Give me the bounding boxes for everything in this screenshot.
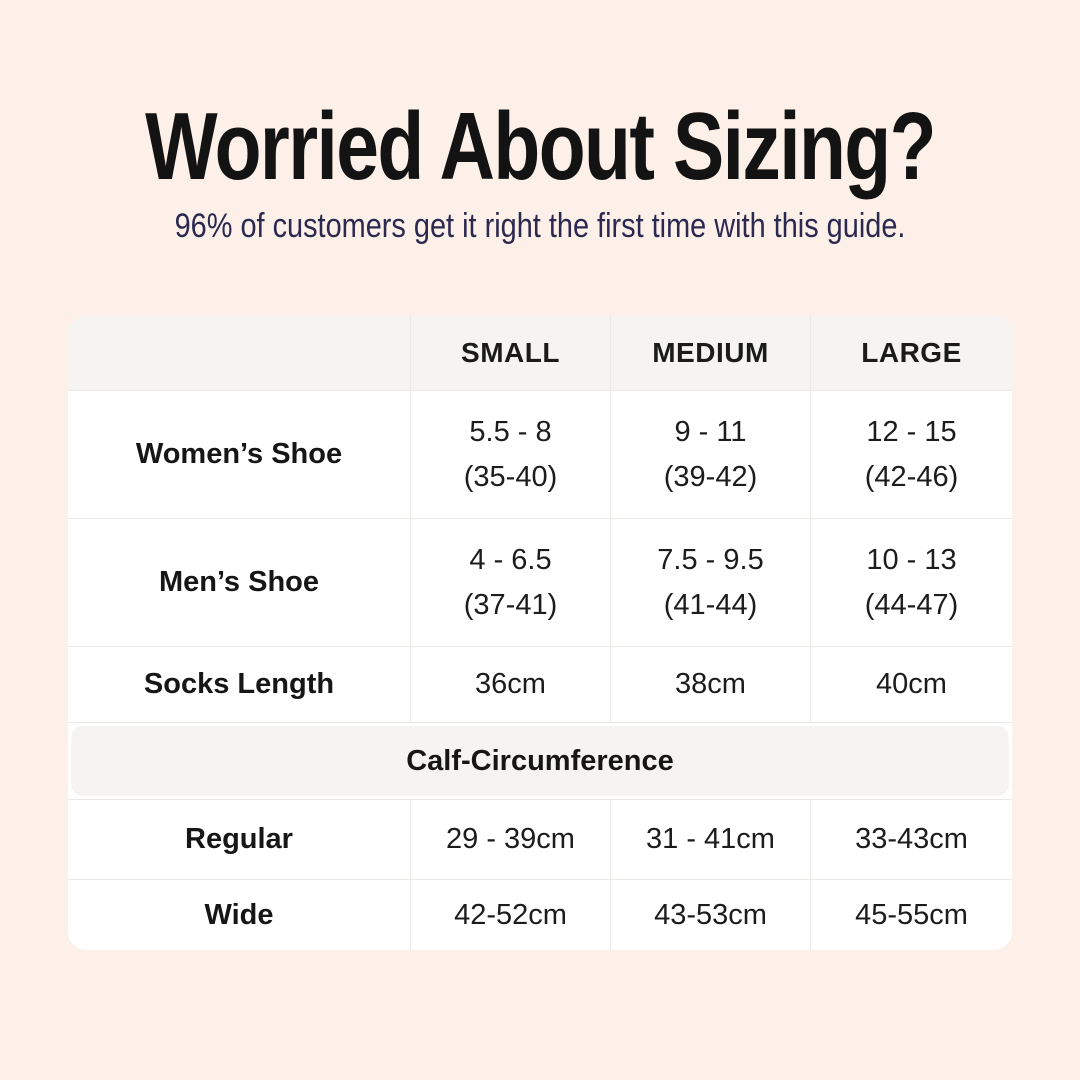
table-row-socks-length: Socks Length 36cm 38cm 40cm bbox=[68, 646, 1012, 722]
size-table: SMALL MEDIUM LARGE Women’s Shoe 5.5 - 8 … bbox=[68, 316, 1012, 950]
cell-socks-small: 36cm bbox=[410, 647, 610, 722]
cell-socks-medium: 38cm bbox=[610, 647, 810, 722]
cell-mens-medium: 7.5 - 9.5 (41-44) bbox=[610, 519, 810, 646]
cell-wide-small: 42-52cm bbox=[410, 880, 610, 950]
row-label: Regular bbox=[185, 823, 293, 856]
row-label: Wide bbox=[204, 898, 274, 931]
section-header-calf-circumference: Calf-Circumference bbox=[71, 726, 1009, 796]
cell-womens-small: 5.5 - 8 (35-40) bbox=[410, 391, 610, 518]
cell-mens-large: 10 - 13 (44-47) bbox=[810, 519, 1012, 646]
page-subtitle: 96% of customers get it right the first … bbox=[174, 207, 906, 245]
cell-regular-medium: 31 - 41cm bbox=[610, 800, 810, 879]
cell-womens-medium: 9 - 11 (39-42) bbox=[610, 391, 810, 518]
cell-mens-small: 4 - 6.5 (37-41) bbox=[410, 519, 610, 646]
table-row-wide: Wide 42-52cm 43-53cm 45-55cm bbox=[68, 879, 1012, 950]
column-header-empty bbox=[68, 316, 410, 390]
table-header-row: SMALL MEDIUM LARGE bbox=[68, 316, 1012, 390]
cell-wide-large: 45-55cm bbox=[810, 880, 1012, 950]
cell-wide-medium: 43-53cm bbox=[610, 880, 810, 950]
column-header-small: SMALL bbox=[410, 316, 610, 390]
cell-womens-large: 12 - 15 (42-46) bbox=[810, 391, 1012, 518]
cell-regular-large: 33-43cm bbox=[810, 800, 1012, 879]
row-label: Women’s Shoe bbox=[135, 438, 343, 471]
column-header-medium: MEDIUM bbox=[610, 316, 810, 390]
column-header-large: LARGE bbox=[810, 316, 1012, 390]
row-label: Men’s Shoe bbox=[158, 566, 320, 599]
table-row-womens-shoe: Women’s Shoe 5.5 - 8 (35-40) 9 - 11 (39-… bbox=[68, 390, 1012, 518]
table-row-mens-shoe: Men’s Shoe 4 - 6.5 (37-41) 7.5 - 9.5 (41… bbox=[68, 518, 1012, 646]
cell-socks-large: 40cm bbox=[810, 647, 1012, 722]
page-title: Worried About Sizing? bbox=[145, 93, 936, 200]
cell-regular-small: 29 - 39cm bbox=[410, 800, 610, 879]
table-row-regular: Regular 29 - 39cm 31 - 41cm 33-43cm bbox=[68, 799, 1012, 879]
row-label: Socks Length bbox=[143, 668, 335, 701]
section-header-wrap: Calf-Circumference bbox=[68, 722, 1012, 799]
